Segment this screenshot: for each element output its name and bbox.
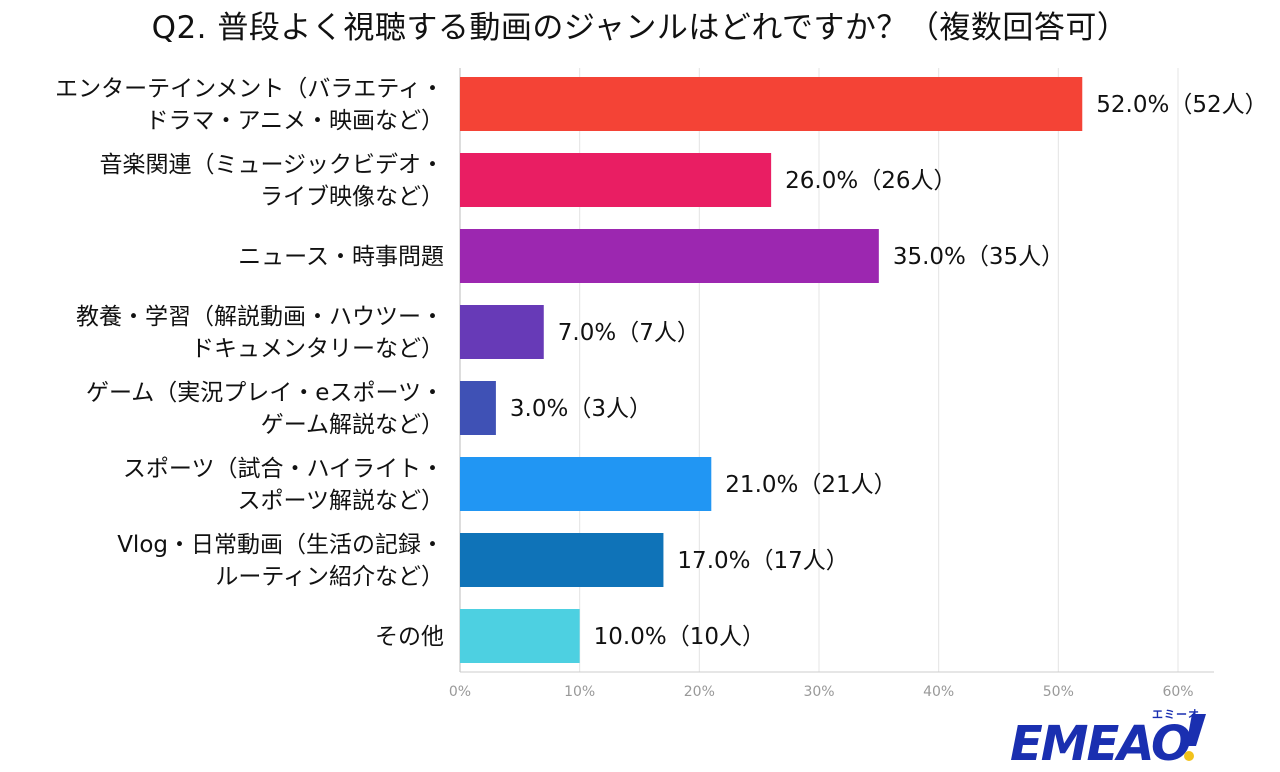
category-label: エンターテインメント（バラエティ・ドラマ・アニメ・映画など） bbox=[55, 76, 444, 134]
x-tick-label: 60% bbox=[1162, 684, 1193, 700]
bar bbox=[460, 533, 664, 587]
data-label: 35.0%（35人） bbox=[893, 244, 1064, 270]
emeao-logo: EMEAO エミーオ bbox=[1006, 706, 1212, 772]
category-label: その他 bbox=[375, 624, 444, 650]
category-label-line: エンターテインメント（バラエティ・ bbox=[55, 76, 444, 102]
category-label-line: ドキュメンタリーなど） bbox=[191, 336, 444, 362]
data-label: 3.0%（3人） bbox=[510, 396, 652, 422]
bar bbox=[460, 229, 879, 283]
logo-subtitle: エミーオ bbox=[1152, 708, 1200, 721]
category-label-line: ゲーム解説など） bbox=[261, 412, 444, 438]
category-label-line: ニュース・時事問題 bbox=[238, 244, 444, 270]
chart-title: Q2. 普段よく視聴する動画のジャンルはどれですか？（複数回答可） bbox=[151, 10, 1129, 46]
category-label-line: Vlog・日常動画（生活の記録・ bbox=[117, 532, 444, 558]
category-label-line: ゲーム（実況プレイ・eスポーツ・ bbox=[86, 380, 444, 406]
category-label: ゲーム（実況プレイ・eスポーツ・ゲーム解説など） bbox=[86, 380, 444, 438]
bar bbox=[460, 457, 712, 511]
category-label: 音楽関連（ミュージックビデオ・ライブ映像など） bbox=[99, 152, 444, 210]
bar bbox=[460, 77, 1083, 131]
emeao-logo-mark: EMEAO bbox=[1010, 714, 1206, 772]
data-label: 52.0%（52人） bbox=[1096, 92, 1267, 118]
category-label-line: スポーツ（試合・ハイライト・ bbox=[123, 456, 444, 482]
category-label: ニュース・時事問題 bbox=[238, 244, 444, 270]
x-tick-label: 30% bbox=[803, 684, 834, 700]
x-axis: 0% 10% 20% 30% 40% 50% 60% bbox=[449, 671, 1214, 700]
bar-layer bbox=[460, 77, 1083, 663]
bar bbox=[460, 381, 496, 435]
category-label: 教養・学習（解説動画・ハウツー・ドキュメンタリーなど） bbox=[76, 304, 444, 362]
bar bbox=[460, 609, 580, 663]
category-label-line: ルーティン紹介など） bbox=[215, 564, 444, 590]
data-label: 7.0%（7人） bbox=[558, 320, 700, 346]
data-label: 10.0%（10人） bbox=[594, 624, 765, 650]
category-label: スポーツ（試合・ハイライト・スポーツ解説など） bbox=[123, 456, 444, 514]
category-label-line: ドラマ・アニメ・映画など） bbox=[145, 108, 444, 134]
data-label: 26.0%（26人） bbox=[785, 168, 956, 194]
category-label-line: スポーツ解説など） bbox=[237, 488, 444, 514]
data-label: 21.0%（21人） bbox=[725, 472, 896, 498]
x-tick-label: 0% bbox=[449, 684, 471, 700]
category-label-line: 音楽関連（ミュージックビデオ・ bbox=[99, 152, 444, 178]
x-tick-label: 10% bbox=[564, 684, 595, 700]
category-label-line: その他 bbox=[375, 624, 444, 650]
label-layer: 52.0%（52人） エンターテインメント（バラエティ・ドラマ・アニメ・映画など）… bbox=[55, 76, 1268, 650]
bar bbox=[460, 153, 772, 207]
category-label: Vlog・日常動画（生活の記録・ルーティン紹介など） bbox=[117, 532, 444, 590]
category-label-line: ライブ映像など） bbox=[260, 184, 444, 210]
category-label-line: 教養・学習（解説動画・ハウツー・ bbox=[76, 304, 444, 330]
bar bbox=[460, 305, 544, 359]
x-tick-label: 50% bbox=[1043, 684, 1074, 700]
data-label: 17.0%（17人） bbox=[677, 548, 848, 574]
svg-text:EMEAO: EMEAO bbox=[1010, 716, 1191, 768]
x-tick-label: 20% bbox=[684, 684, 715, 700]
x-tick-label: 40% bbox=[923, 684, 954, 700]
